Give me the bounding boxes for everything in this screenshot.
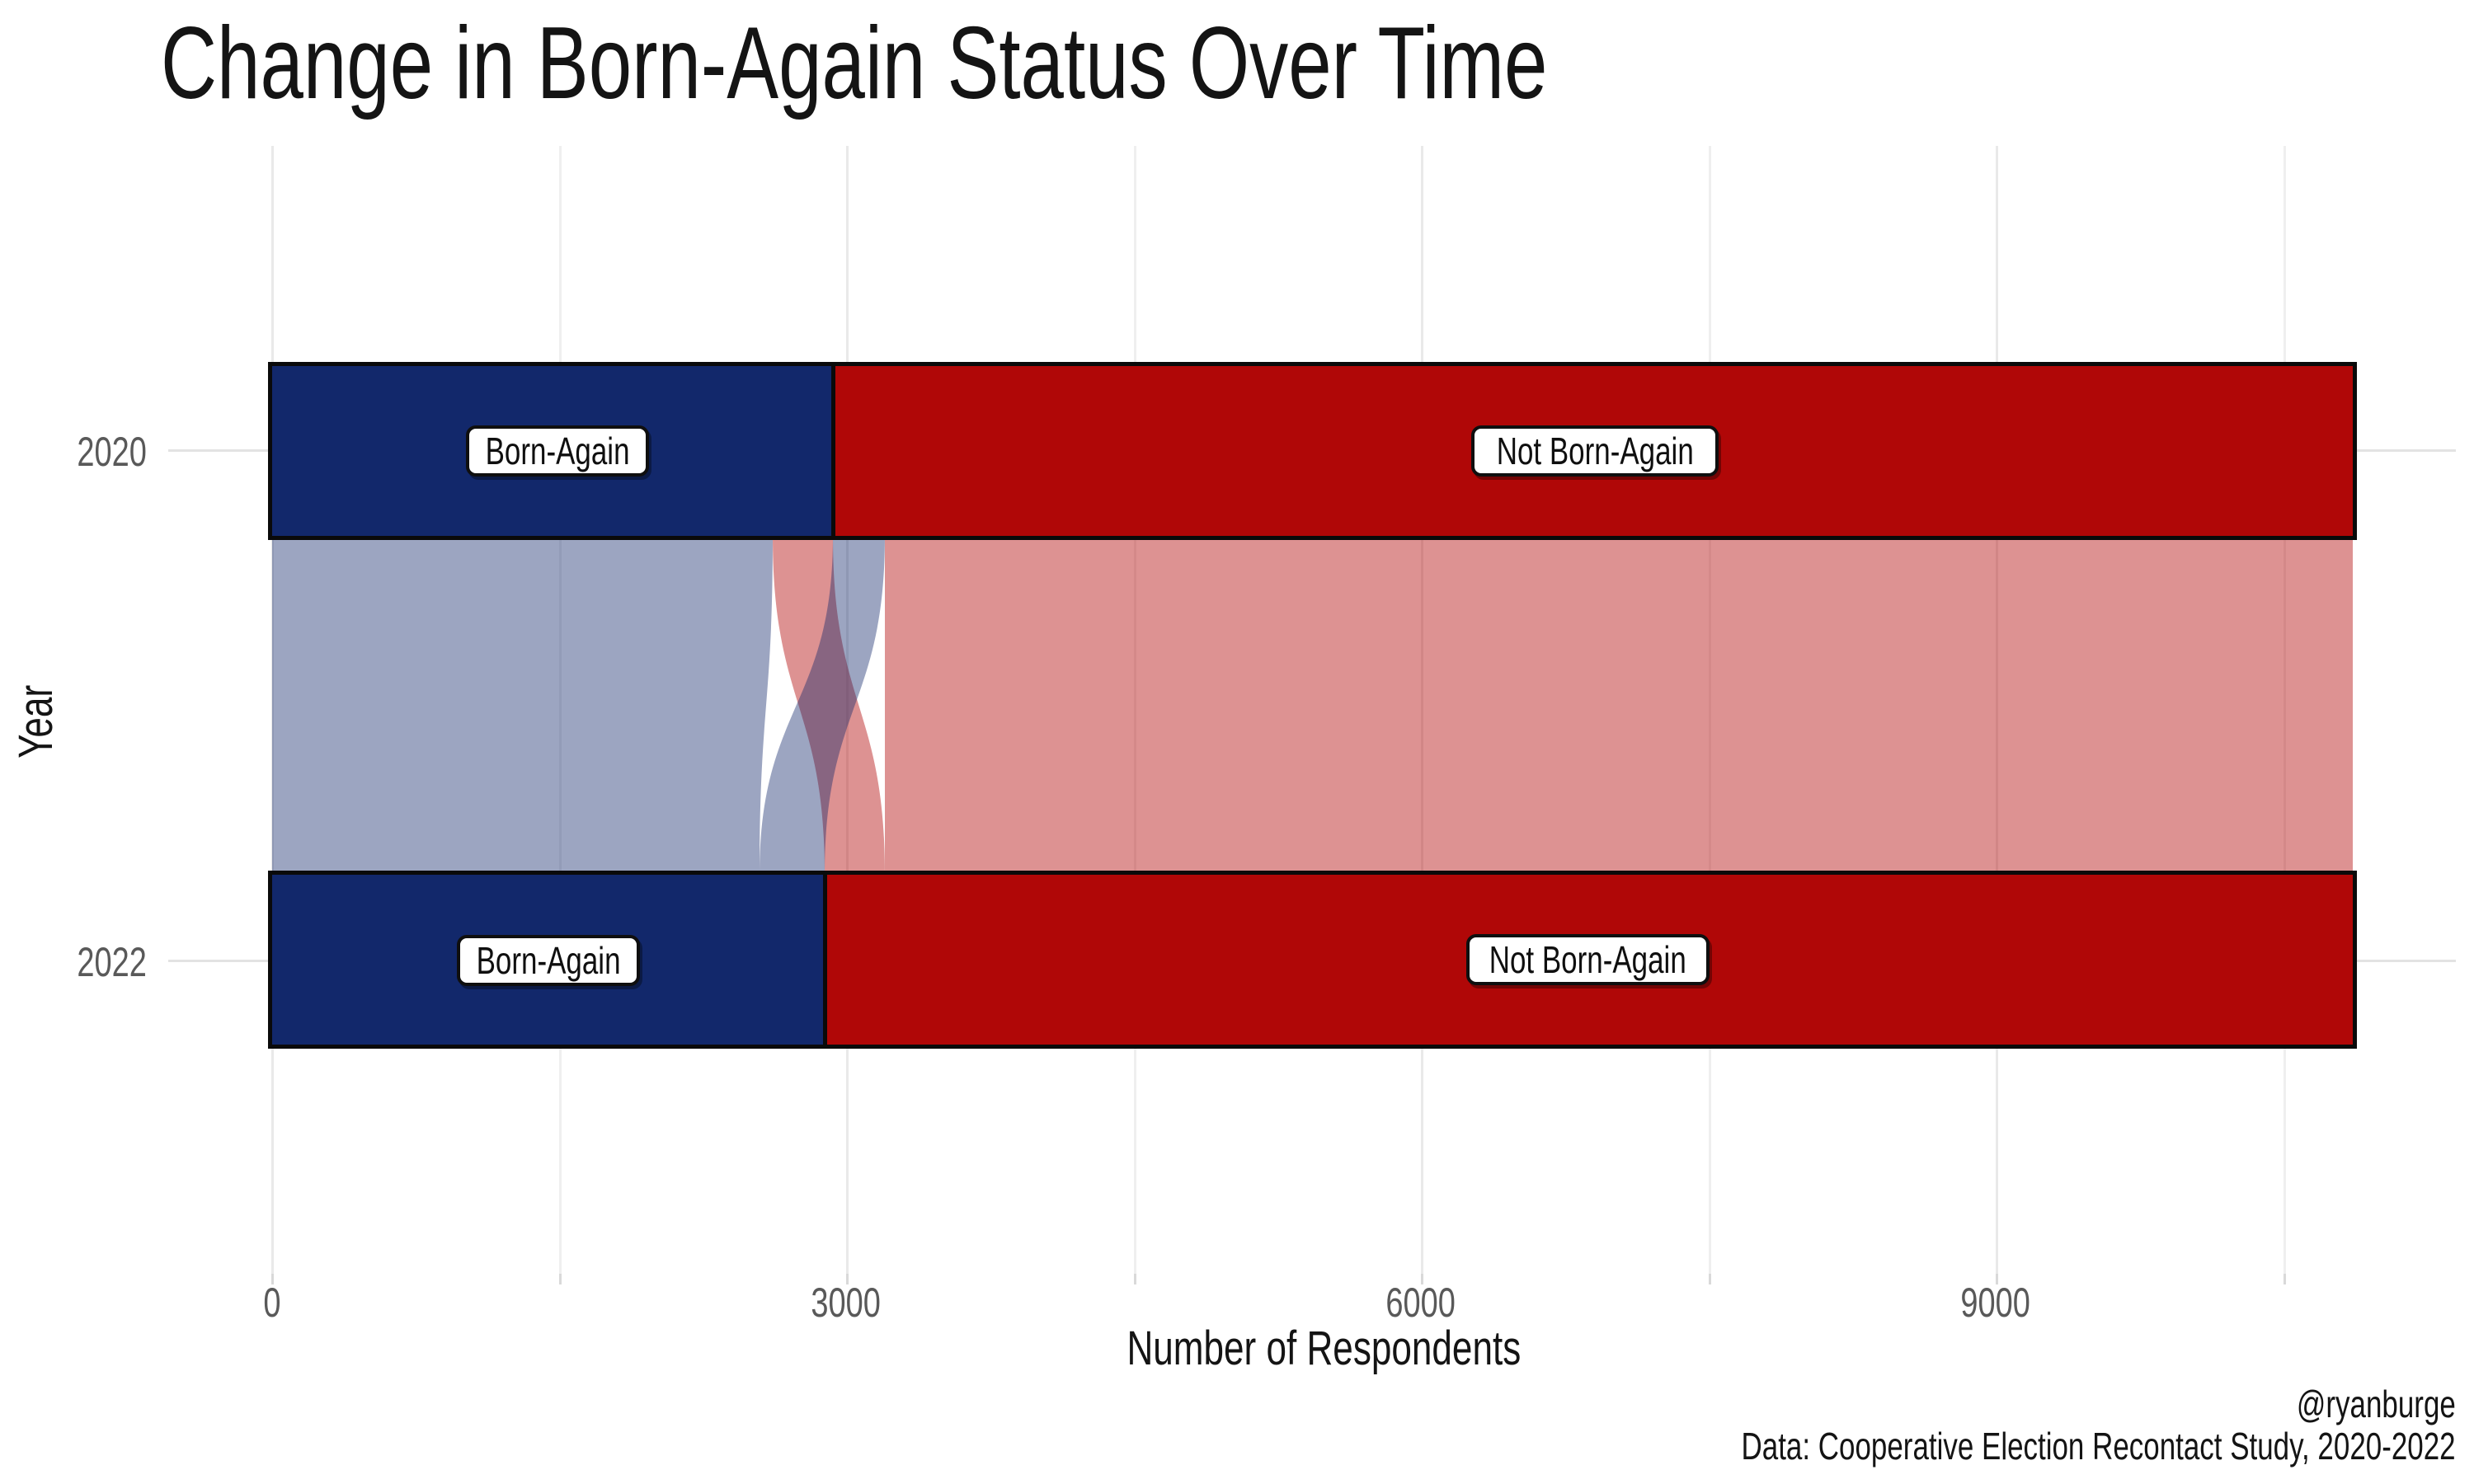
x-tick-6000: 6000: [1385, 1280, 1456, 1326]
axis-tick-mark: [2284, 1274, 2286, 1284]
caption: @ryanburge Data: Cooperative Election Re…: [1301, 1383, 2456, 1467]
y-tick-2022: 2022: [77, 939, 148, 985]
x-tick-9000: 9000: [1960, 1280, 2031, 1326]
label-text: Not Born-Again: [1496, 430, 1694, 472]
x-tick-0: 0: [263, 1280, 281, 1326]
label-2022-born-again: Born-Again: [457, 935, 640, 986]
flow-born-to-born: [272, 536, 773, 875]
x-tick-3000: 3000: [811, 1280, 882, 1326]
label-2020-not-born-again: Not Born-Again: [1471, 425, 1719, 477]
label-2020-born-again: Born-Again: [466, 425, 649, 477]
x-axis-title: Number of Respondents: [1126, 1322, 1522, 1375]
axis-tick-mark: [1421, 1274, 1423, 1284]
axis-tick-mark: [559, 1274, 562, 1284]
label-text: Born-Again: [485, 430, 630, 472]
gridline-vertical: [559, 146, 562, 1274]
gridline-vertical: [846, 146, 849, 1274]
gridline-vertical: [271, 146, 274, 1274]
axis-tick-mark: [1134, 1274, 1136, 1284]
label-2022-not-born-again: Not Born-Again: [1466, 934, 1710, 985]
flow-born-to-notborn: [773, 536, 885, 875]
axis-tick-mark: [1709, 1274, 1711, 1284]
label-text: Not Born-Again: [1489, 938, 1687, 981]
chart-title: Change in Born-Again Status Over Time: [161, 7, 1548, 120]
axis-tick-mark: [271, 1274, 274, 1284]
flow-notborn-to-notborn: [885, 536, 2353, 875]
segment-divider: [831, 366, 835, 536]
axis-tick-mark: [846, 1274, 849, 1284]
y-axis-title: Year: [9, 684, 63, 758]
gridline-vertical: [1421, 146, 1423, 1274]
gridline-vertical: [1996, 146, 1998, 1274]
caption-source: Data: Cooperative Election Recontact Stu…: [1741, 1424, 2456, 1468]
gridline-vertical: [2284, 146, 2286, 1274]
label-text: Born-Again: [476, 939, 621, 982]
gridline-vertical: [1709, 146, 1711, 1274]
segment-divider: [823, 875, 827, 1045]
axis-tick-mark: [1996, 1274, 1998, 1284]
gridline-vertical: [1134, 146, 1136, 1274]
bar-2020: [268, 362, 2357, 540]
caption-handle: @ryanburge: [2297, 1383, 2456, 1425]
flow-notborn-to-born: [760, 536, 885, 875]
y-tick-2020: 2020: [77, 429, 148, 475]
